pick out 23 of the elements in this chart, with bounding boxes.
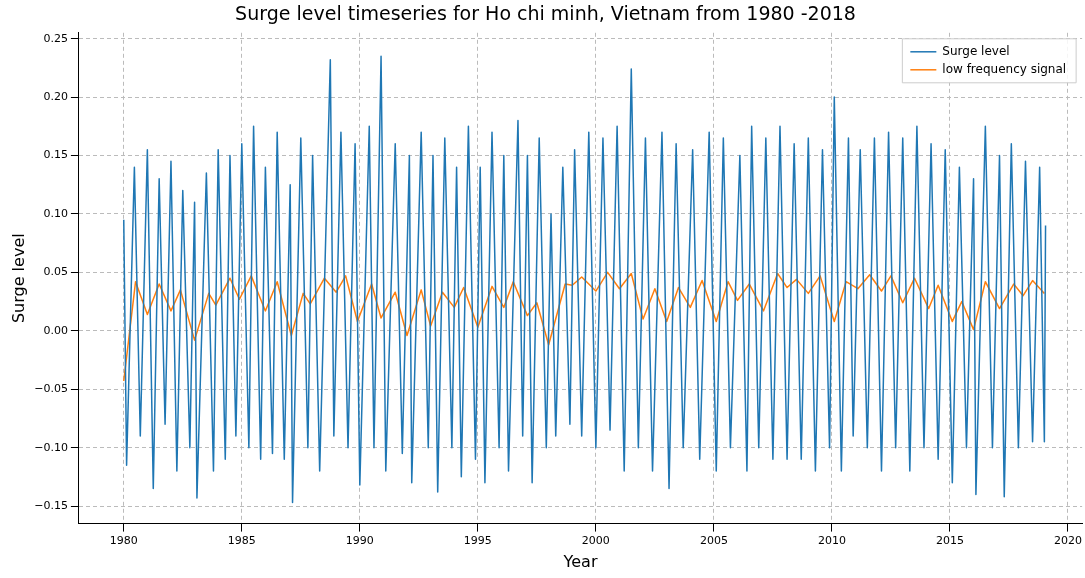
chart-title: Surge level timeseries for Ho chi minh, Vietnam from 1980 -2018 [235, 2, 856, 25]
y-tick-label: −0.10 [34, 440, 68, 454]
y-tick-label: 0.10 [43, 206, 68, 220]
x-tick-label: 1980 [109, 534, 138, 548]
y-tick-label: −0.05 [34, 382, 68, 396]
y-axis-title: Surge level [8, 233, 28, 324]
x-tick-label: 1990 [345, 534, 374, 548]
y-tick-label: 0.20 [43, 89, 68, 103]
y-tick-label: 0.00 [43, 323, 68, 337]
legend-label: low frequency signal [942, 61, 1067, 76]
y-tick-label: 0.05 [43, 265, 68, 279]
x-tick-label: 2015 [935, 534, 964, 548]
x-tick-label: 2005 [699, 534, 728, 548]
x-tick-label: 1985 [227, 534, 256, 548]
x-axis-title: Year [562, 551, 598, 571]
x-tick-label: 2020 [1053, 534, 1082, 548]
legend-label: Surge level [942, 43, 1010, 58]
x-tick-label: 2000 [581, 534, 610, 548]
y-tick-label: −0.15 [34, 498, 68, 512]
y-tick-label: 0.25 [43, 31, 68, 45]
x-tick-label: 2010 [817, 534, 846, 548]
x-tick-label: 1995 [463, 534, 492, 548]
y-tick-label: 0.15 [43, 148, 68, 162]
